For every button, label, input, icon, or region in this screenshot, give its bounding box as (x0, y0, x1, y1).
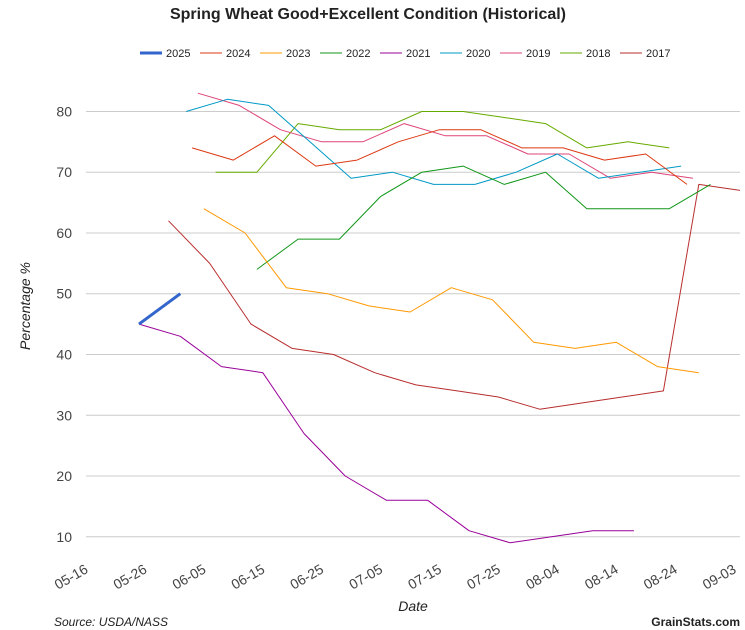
series-line-2023 (203, 208, 699, 374)
y-tick-label: 80 (56, 103, 72, 119)
y-gridlines (86, 110, 740, 538)
legend-label-2023: 2023 (286, 48, 310, 60)
series-line-2024 (191, 129, 688, 185)
series-line-2021 (138, 323, 634, 544)
x-axis-label: Date (398, 598, 428, 614)
legend-label-2017: 2017 (646, 48, 670, 60)
legend-label-2018: 2018 (586, 48, 610, 60)
series-line-2022 (256, 165, 711, 270)
x-tick-label: 06-15 (228, 561, 267, 593)
y-tick-label: 60 (56, 225, 72, 241)
brand-label: GrainStats.com (651, 615, 740, 629)
x-tick-label: 07-05 (346, 561, 385, 593)
legend-label-2021: 2021 (406, 48, 430, 60)
chart-title: Spring Wheat Good+Excellent Condition (H… (170, 6, 566, 23)
y-tick-label: 70 (56, 164, 72, 180)
y-tick-label: 20 (56, 468, 72, 484)
x-tick-label: 08-04 (523, 561, 562, 593)
y-axis-label: Percentage % (17, 262, 33, 350)
series-line-2019 (197, 92, 693, 179)
x-tick-label: 07-15 (405, 561, 444, 593)
x-tick-label: 06-05 (169, 561, 208, 593)
legend-label-2022: 2022 (346, 48, 370, 60)
y-tick-label: 30 (56, 407, 72, 423)
x-tick-label: 08-14 (582, 561, 621, 593)
y-axis-ticks: 10 20 30 40 50 60 70 80 (56, 103, 72, 544)
series-line-2020 (186, 98, 682, 185)
legend: 2025 2024 2023 2022 2021 2020 2019 2018 2017 (140, 48, 670, 60)
series-lines (138, 92, 741, 544)
legend-label-2024: 2024 (226, 48, 250, 60)
x-tick-label: 05-26 (110, 561, 149, 593)
x-tick-label: 08-24 (641, 561, 680, 593)
legend-label-2019: 2019 (526, 48, 550, 60)
y-tick-label: 40 (56, 346, 72, 362)
x-tick-label: 06-25 (287, 561, 326, 593)
source-note: Source: USDA/NASS (54, 615, 168, 629)
series-line-2025 (138, 292, 182, 326)
x-tick-label: 07-25 (464, 561, 503, 593)
x-tick-label: 05-16 (51, 561, 90, 593)
legend-label-2025: 2025 (166, 48, 190, 60)
x-axis-ticks: 05-16 05-26 06-05 06-15 06-25 07-05 07-15 07-25… (51, 561, 738, 593)
legend-label-2020: 2020 (466, 48, 490, 60)
y-tick-label: 50 (56, 286, 72, 302)
series-line-2017 (168, 183, 741, 410)
series-line-2018 (215, 111, 670, 173)
x-tick-label: 09-03 (700, 561, 739, 593)
y-tick-label: 10 (56, 529, 72, 545)
